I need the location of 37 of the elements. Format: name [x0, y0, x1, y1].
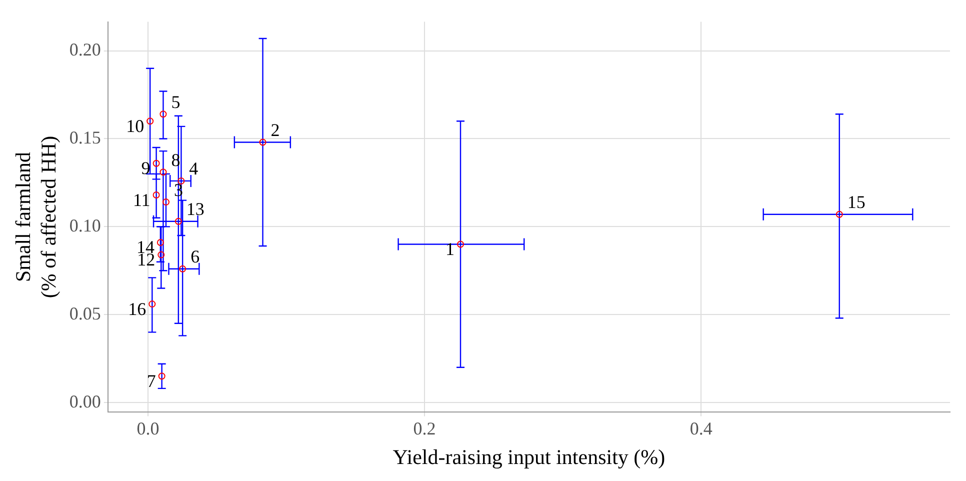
annotation: 15: [847, 192, 866, 212]
annotation: 1: [446, 238, 455, 259]
annotation: 2: [270, 120, 280, 140]
point: [836, 210, 843, 218]
point: [259, 138, 266, 146]
point: [179, 265, 186, 272]
y-axis-title: Small farmland (% of affected HH): [11, 136, 60, 298]
point: [457, 240, 464, 248]
annotation: 11: [132, 190, 150, 210]
annotation: 16: [128, 298, 146, 319]
y-tick-label: 0.15: [69, 127, 101, 148]
annotation: 13: [186, 199, 204, 220]
annotation: 7: [146, 370, 156, 391]
x-tick-label: 0.2: [413, 418, 436, 439]
annotation: 6: [190, 246, 200, 267]
point: [158, 372, 166, 380]
y-tick-label: 0.10: [69, 215, 101, 236]
x-tick-label: 0.4: [690, 418, 712, 439]
point: [156, 239, 164, 246]
y-tick-label: 0.05: [69, 303, 101, 324]
point: [148, 300, 156, 308]
point: [152, 192, 160, 199]
y-tick-label: 0.00: [69, 391, 101, 412]
x-axis-title: Yield-raising input intensity (%): [392, 444, 666, 469]
annotation: 4: [189, 158, 198, 179]
point: [160, 168, 167, 176]
point: [160, 110, 167, 118]
annotation: 5: [171, 92, 180, 112]
point: [146, 118, 154, 125]
x-tick-label: 0.0: [136, 418, 160, 439]
point: [158, 251, 165, 258]
y-tick-label: 0.20: [69, 40, 101, 60]
annotation: 9: [141, 158, 150, 178]
point: [162, 198, 170, 206]
point: [174, 218, 182, 225]
annotation: 10: [126, 116, 144, 136]
point: [152, 160, 160, 167]
